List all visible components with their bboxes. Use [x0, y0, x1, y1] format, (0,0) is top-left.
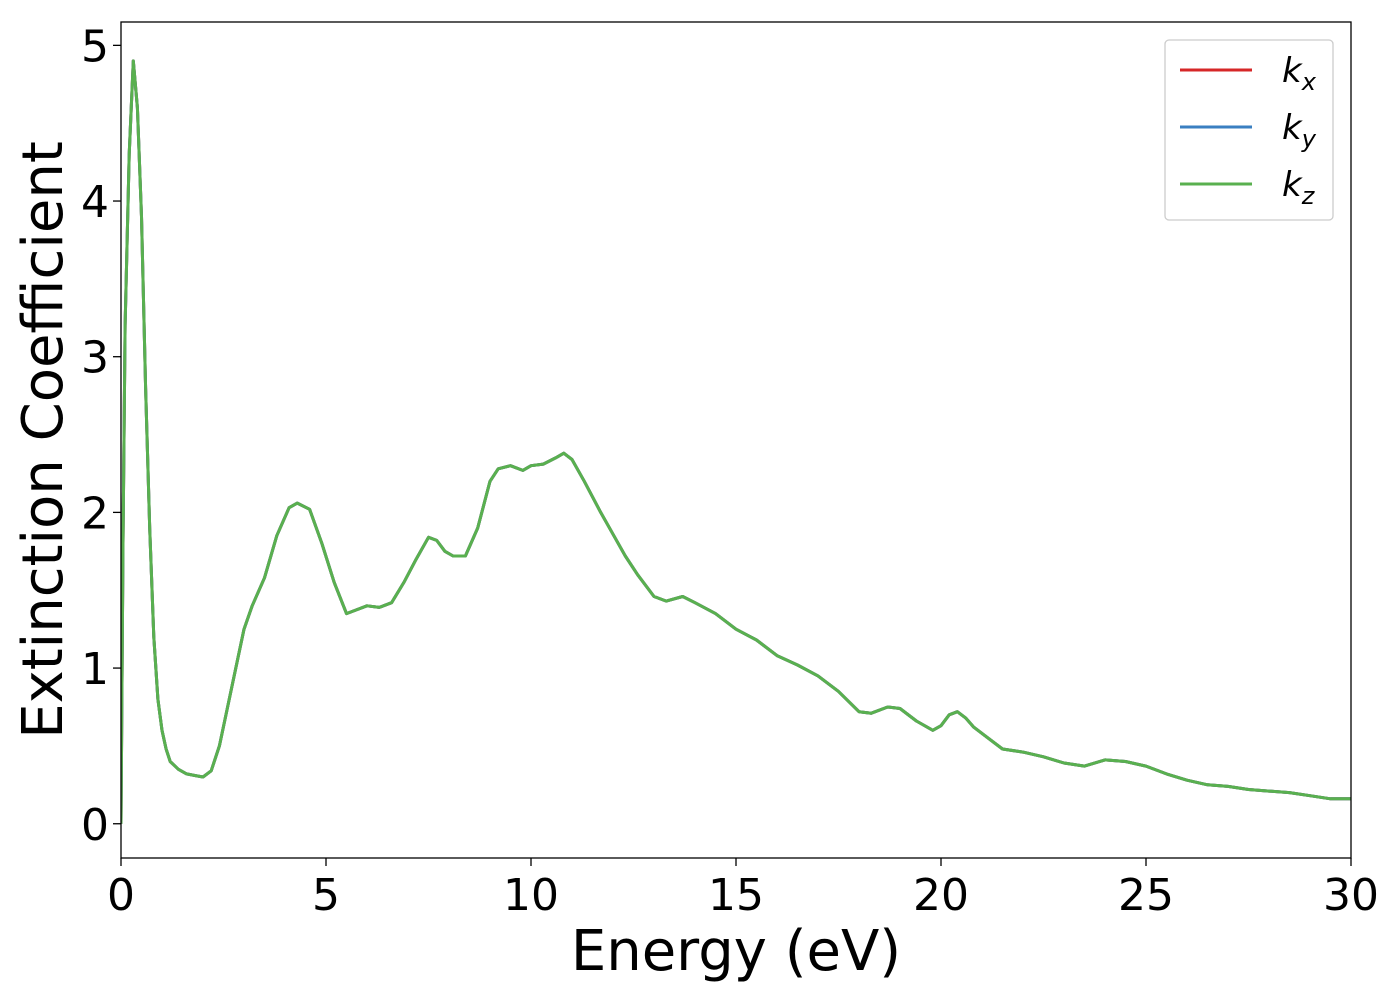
y-axis-title: Extinction Coefficient [11, 141, 76, 739]
y-tick-label: 0 [81, 800, 109, 851]
x-tick-label: 15 [708, 870, 764, 921]
x-axis-title: Energy (eV) [571, 919, 901, 984]
y-tick-label: 2 [81, 488, 109, 539]
x-tick-label: 5 [312, 870, 340, 921]
legend-box [1164, 39, 1334, 221]
x-tick-label: 20 [913, 870, 969, 921]
y-axis-ticks: 0 1 2 3 4 5 [81, 21, 121, 851]
x-axis-ticks: 0 5 10 15 20 25 30 [107, 858, 1379, 921]
y-tick-label: 1 [81, 644, 109, 695]
x-tick-label: 0 [107, 870, 135, 921]
x-tick-label: 30 [1323, 870, 1379, 921]
legend-subscript: x [1301, 68, 1317, 96]
x-tick-label: 10 [503, 870, 559, 921]
y-tick-label: 3 [81, 333, 109, 384]
y-tick-label: 4 [81, 177, 109, 228]
series-line-kz [121, 59, 1351, 824]
x-tick-label: 25 [1118, 870, 1174, 921]
legend-subscript: z [1301, 182, 1316, 210]
legend-subscript: y [1301, 125, 1317, 153]
y-tick-label: 5 [81, 21, 109, 72]
series-layer [121, 59, 1351, 824]
